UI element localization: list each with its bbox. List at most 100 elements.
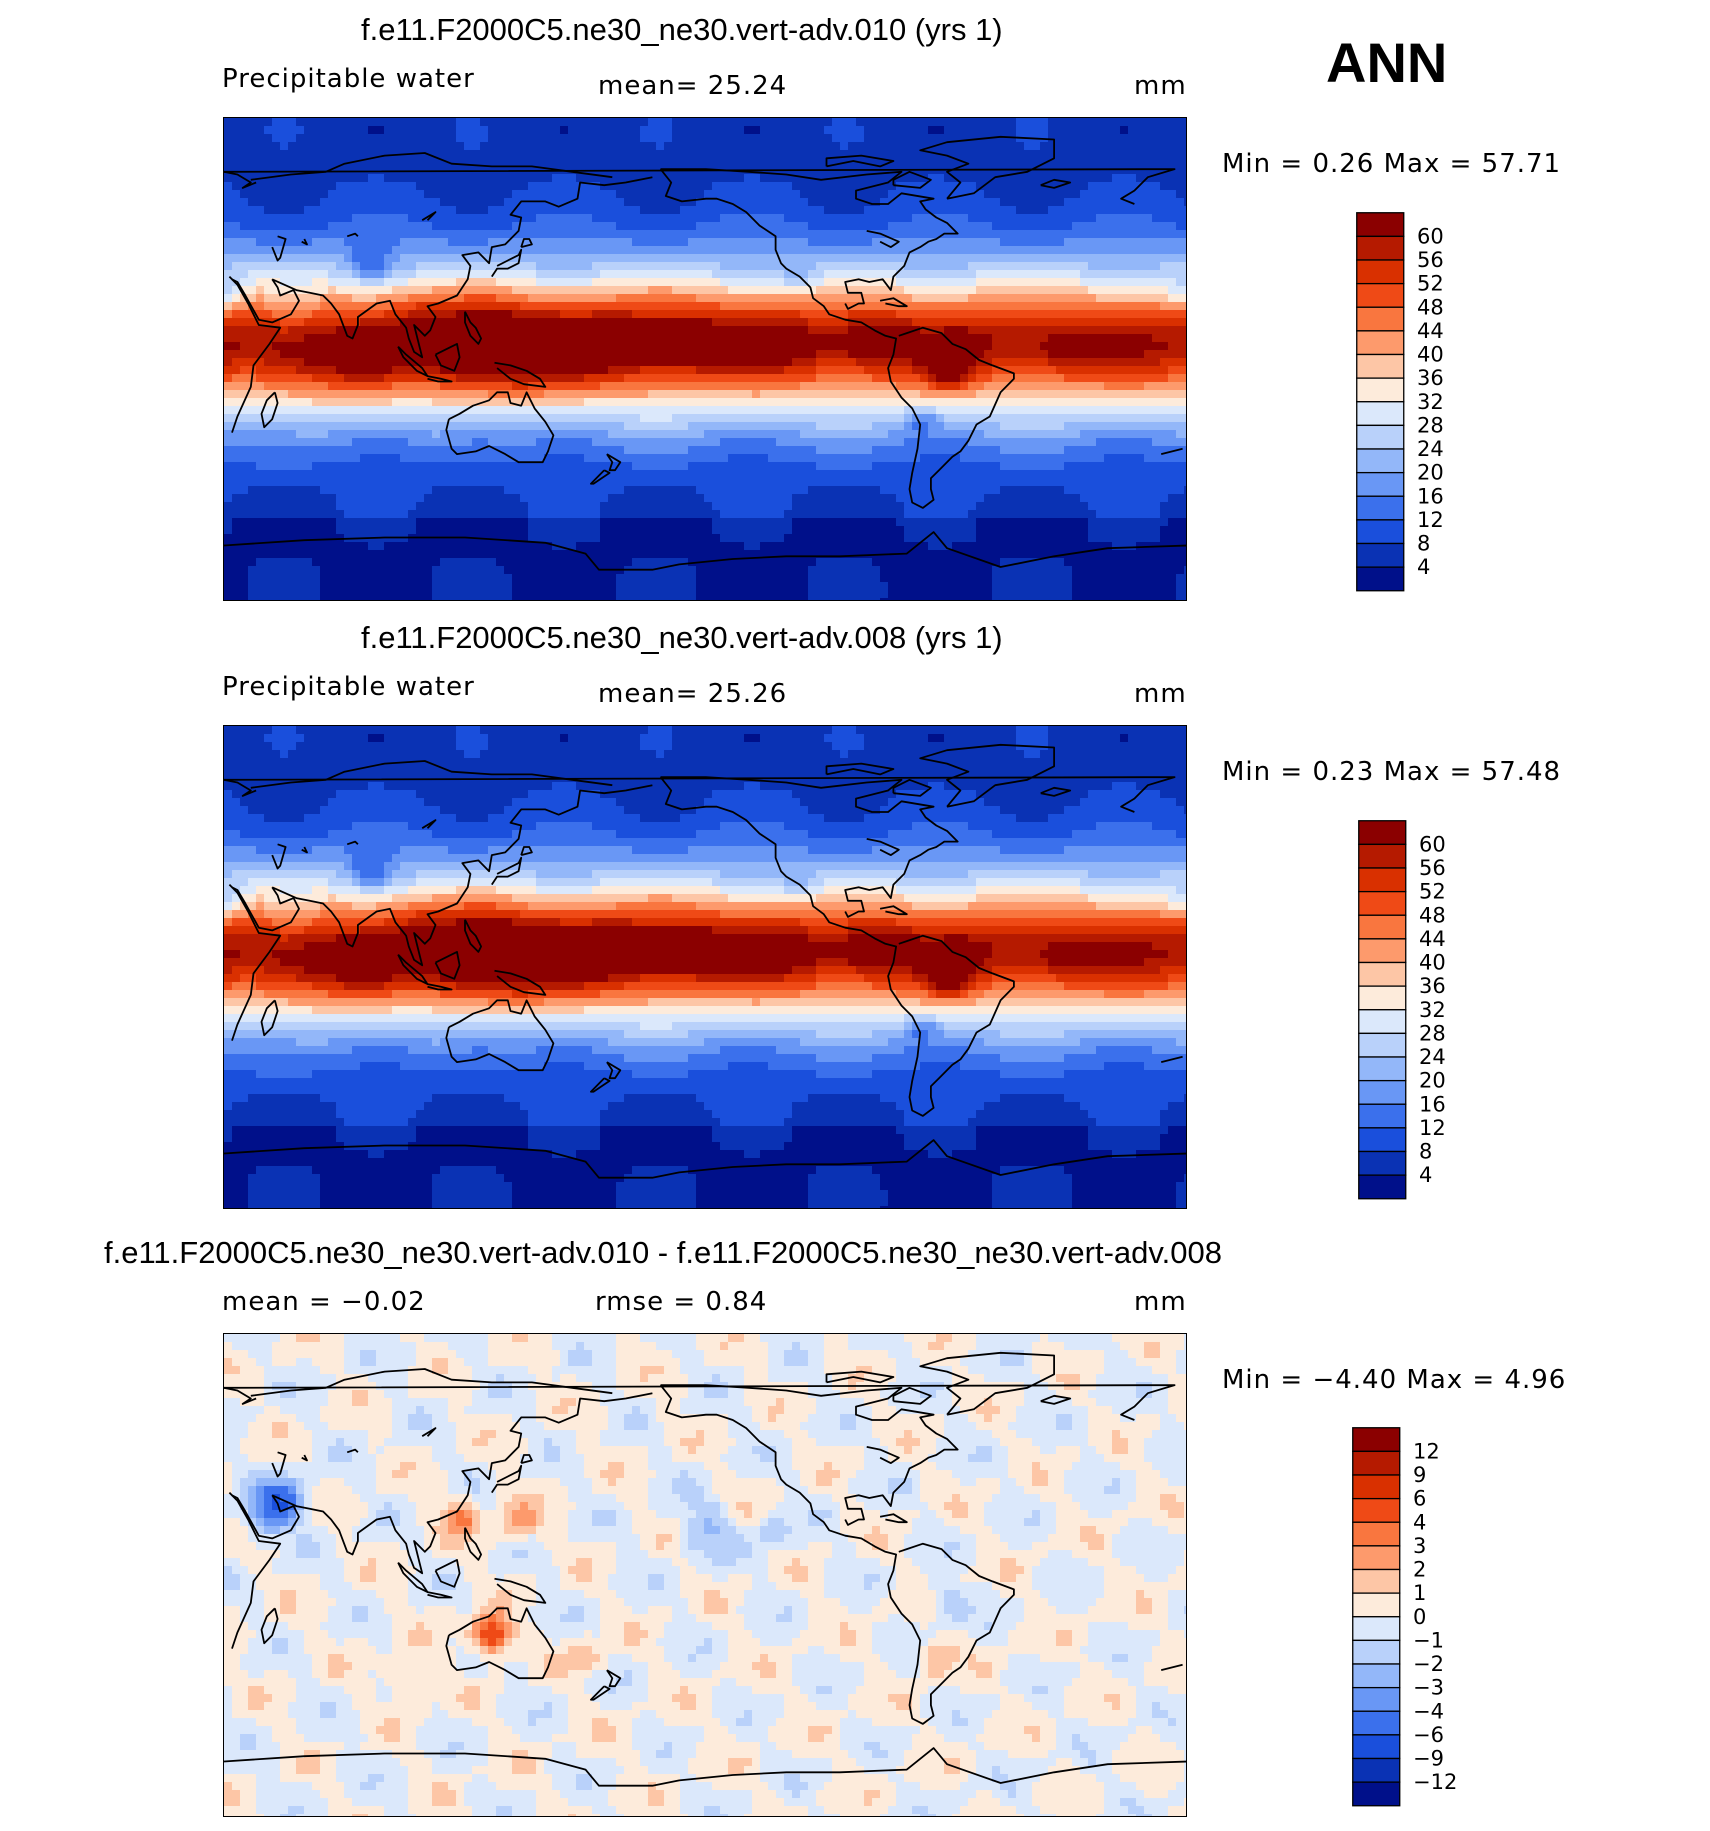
units-label: mm: [1134, 679, 1187, 709]
colorbar-box: [1358, 938, 1407, 964]
colorbar-box: [1358, 843, 1407, 869]
colorbar-tick-label: 4: [1419, 1163, 1432, 1187]
colorbar-box: [1356, 471, 1405, 497]
colorbar-tick-label: 24: [1419, 1045, 1446, 1069]
colorbar-box: [1352, 1663, 1401, 1689]
panel-title: f.e11.F2000C5.ne30_ne30.vert-adv.010 (yr…: [361, 12, 1003, 48]
colorbar-box: [1358, 1150, 1407, 1176]
colorbar-box: [1356, 235, 1405, 261]
colorbar-box: [1358, 1056, 1407, 1082]
colorbar-tick-label: 32: [1419, 998, 1446, 1022]
colorbar-box: [1356, 448, 1405, 474]
mean-label: mean= 25.24: [598, 71, 787, 101]
colorbar-tick-label: 16: [1417, 484, 1444, 508]
coastlines: [224, 743, 1186, 1179]
colorbar-box: [1356, 282, 1405, 308]
colorbar-tick-label: 40: [1419, 951, 1446, 975]
colorbar-box: [1356, 566, 1405, 592]
min-max-label: Min = 0.26 Max = 57.71: [1222, 149, 1561, 179]
colorbar-box: [1352, 1592, 1401, 1618]
colorbar-tick-label: 32: [1417, 390, 1444, 414]
colorbar-box: [1356, 259, 1405, 285]
coastlines: [224, 135, 1186, 571]
rmse-label: rmse = 0.84: [595, 1287, 767, 1317]
colorbar-box: [1358, 1127, 1407, 1153]
colorbar-tick-label: 4: [1417, 555, 1430, 579]
colorbar-box: [1356, 542, 1405, 568]
colorbar-box: [1352, 1686, 1401, 1712]
colorbar-box: [1358, 1174, 1407, 1200]
colorbar-box: [1358, 914, 1407, 940]
colorbar-box: [1352, 1710, 1401, 1736]
colorbar-box: [1356, 495, 1405, 521]
colorbar-tick-label: 4: [1413, 1510, 1426, 1534]
colorbar-box: [1352, 1521, 1401, 1547]
colorbar-box: [1358, 890, 1407, 916]
colorbar-box: [1352, 1616, 1401, 1642]
colorbar-box: [1352, 1450, 1401, 1476]
colorbar-tick-label: 24: [1417, 437, 1444, 461]
colorbar-tick-label: 12: [1413, 1439, 1440, 1463]
filled-contour-field: [224, 1334, 1186, 1816]
colorbar-tick-label: 20: [1419, 1069, 1446, 1093]
colorbar-tick-label: 0: [1413, 1605, 1426, 1629]
colorbar-tick-label: 12: [1419, 1116, 1446, 1140]
colorbar-tick-label: 20: [1417, 461, 1444, 485]
colorbar-tick-label: 44: [1419, 927, 1446, 951]
colorbar-tick-label: −3: [1413, 1676, 1444, 1700]
colorbar-tick-label: 56: [1419, 856, 1446, 880]
colorbar-box: [1358, 961, 1407, 987]
map-plot: [223, 117, 1187, 601]
colorbar-tick-label: 28: [1419, 1021, 1446, 1045]
colorbar-tick-label: −9: [1413, 1747, 1444, 1771]
panel-title: f.e11.F2000C5.ne30_ne30.vert-adv.010 - f…: [104, 1235, 1222, 1271]
colorbar-tick-label: 36: [1419, 974, 1446, 998]
colorbar-tick-label: 16: [1419, 1092, 1446, 1116]
mean-label: mean= 25.26: [598, 679, 787, 709]
colorbar-tick-label: −1: [1413, 1628, 1444, 1652]
colorbar-box: [1358, 1009, 1407, 1035]
colorbar-box: [1356, 353, 1405, 379]
units-label: mm: [1134, 1287, 1187, 1317]
colorbar-box: [1352, 1497, 1401, 1523]
filled-contour-field: [224, 118, 1186, 600]
colorbar-tick-label: 2: [1413, 1558, 1426, 1582]
colorbar-tick-label: −6: [1413, 1723, 1444, 1747]
colorbar-tick-label: 40: [1417, 343, 1444, 367]
colorbar: 60 56 52 48 44 40 36 32 28 24 20 16 12 8 4: [1356, 212, 1476, 592]
colorbar-tick-label: 60: [1417, 224, 1444, 248]
colorbar-tick-label: 44: [1417, 319, 1444, 343]
colorbar-tick-label: 28: [1417, 413, 1444, 437]
colorbar-tick-label: 3: [1413, 1534, 1426, 1558]
colorbar-box: [1352, 1757, 1401, 1783]
colorbar-box: [1352, 1545, 1401, 1571]
colorbar-tick-label: 52: [1417, 272, 1444, 296]
colorbar: 60 56 52 48 44 40 36 32 28 24 20 16 12 8 4: [1358, 820, 1478, 1200]
season-label: ANN: [1326, 30, 1447, 95]
colorbar-tick-label: 8: [1417, 532, 1430, 556]
variable-label: Precipitable water: [222, 672, 475, 702]
colorbar-tick-label: 6: [1413, 1487, 1426, 1511]
colorbar-box: [1352, 1427, 1401, 1453]
colorbar-box: [1358, 1032, 1407, 1058]
colorbar-tick-label: −4: [1413, 1699, 1444, 1723]
colorbar-box: [1358, 867, 1407, 893]
colorbar-box: [1352, 1734, 1401, 1760]
map-plot: [223, 725, 1187, 1209]
colorbar-tick-label: 48: [1417, 295, 1444, 319]
colorbar-box: [1352, 1474, 1401, 1500]
min-max-label: Min = 0.23 Max = 57.48: [1222, 757, 1561, 787]
colorbar-box: [1352, 1639, 1401, 1665]
colorbar-tick-label: −2: [1413, 1652, 1444, 1676]
colorbar-tick-label: 56: [1417, 248, 1444, 272]
colorbar-tick-label: 12: [1417, 508, 1444, 532]
colorbar-box: [1358, 985, 1407, 1011]
colorbar-box: [1356, 212, 1405, 238]
colorbar-box: [1358, 1079, 1407, 1105]
colorbar-box: [1358, 820, 1407, 846]
colorbar-tick-label: 8: [1419, 1140, 1432, 1164]
colorbar-box: [1356, 330, 1405, 356]
min-max-label: Min = −4.40 Max = 4.96: [1222, 1365, 1566, 1395]
mean-label: mean = −0.02: [222, 1287, 426, 1317]
colorbar-tick-label: 1: [1413, 1581, 1426, 1605]
